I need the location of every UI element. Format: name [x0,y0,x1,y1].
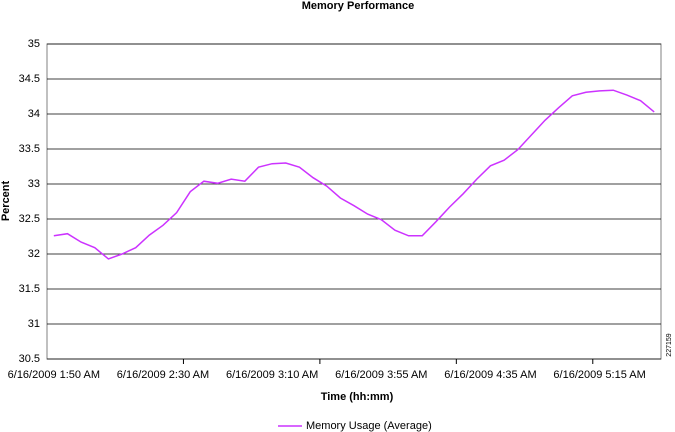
y-tick-label: 31.5 [19,283,40,295]
y-axis-label: Percent [0,180,12,221]
line [53,89,655,260]
x-tick-label: 6/16/2009 3:10 AM [226,369,318,381]
y-tick-label: 34.5 [19,73,40,85]
y-tick-label: 33 [28,178,40,190]
legend-label: Memory Usage (Average) [306,420,432,432]
y-tick-label: 32 [28,248,40,260]
figure-id: 227159 [666,333,673,356]
x-tick-label: 6/16/2009 5:15 AM [553,369,645,381]
y-tick-label: 32.5 [19,213,40,225]
x-tick-label: 6/16/2009 4:35 AM [444,369,536,381]
y-tick-label: 35 [28,38,40,50]
y-tick-label: 34 [28,108,40,120]
y-tick-label: 33.5 [19,143,40,155]
chart-title: Memory Performance [302,0,415,12]
y-tick-label: 30.5 [19,353,40,365]
plot-area [46,43,662,360]
x-tick-label: 6/16/2009 3:55 AM [335,369,427,381]
x-tick-label: 6/16/2009 2:30 AM [117,369,209,381]
x-axis-label: Time (hh:mm) [321,391,394,403]
y-tick-label: 31 [28,318,40,330]
x-tick-label: 6/16/2009 1:50 AM [8,369,100,381]
